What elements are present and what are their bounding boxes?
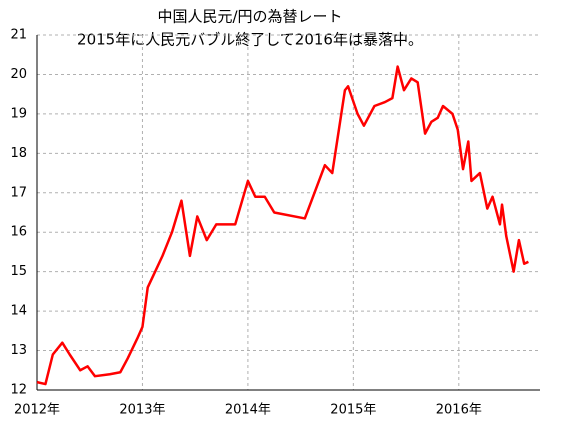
x-tick-label: 2014年 bbox=[225, 403, 271, 418]
y-tick-label: 21 bbox=[10, 28, 27, 43]
y-tick-label: 18 bbox=[10, 146, 27, 161]
x-tick-label: 2012年 bbox=[14, 403, 60, 418]
y-tick-label: 14 bbox=[10, 304, 27, 319]
y-tick-label: 19 bbox=[10, 106, 27, 121]
y-tick-label: 17 bbox=[10, 185, 27, 200]
y-tick-label: 12 bbox=[10, 383, 27, 398]
data-line bbox=[36, 65, 529, 386]
y-tick-label: 16 bbox=[10, 225, 27, 240]
x-tick-label: 2013年 bbox=[119, 403, 165, 418]
y-tick-label: 20 bbox=[10, 67, 27, 82]
x-tick-label: 2015年 bbox=[330, 403, 376, 418]
x-tick-label: 2016年 bbox=[436, 403, 482, 418]
chart-title: 中国人民元/円の為替レート bbox=[157, 8, 342, 26]
y-tick-label: 13 bbox=[10, 343, 27, 358]
y-tick-label: 15 bbox=[10, 264, 27, 279]
chart-subtitle: 2015年に人民元バブル終了して2016年は暴落中。 bbox=[77, 31, 423, 49]
